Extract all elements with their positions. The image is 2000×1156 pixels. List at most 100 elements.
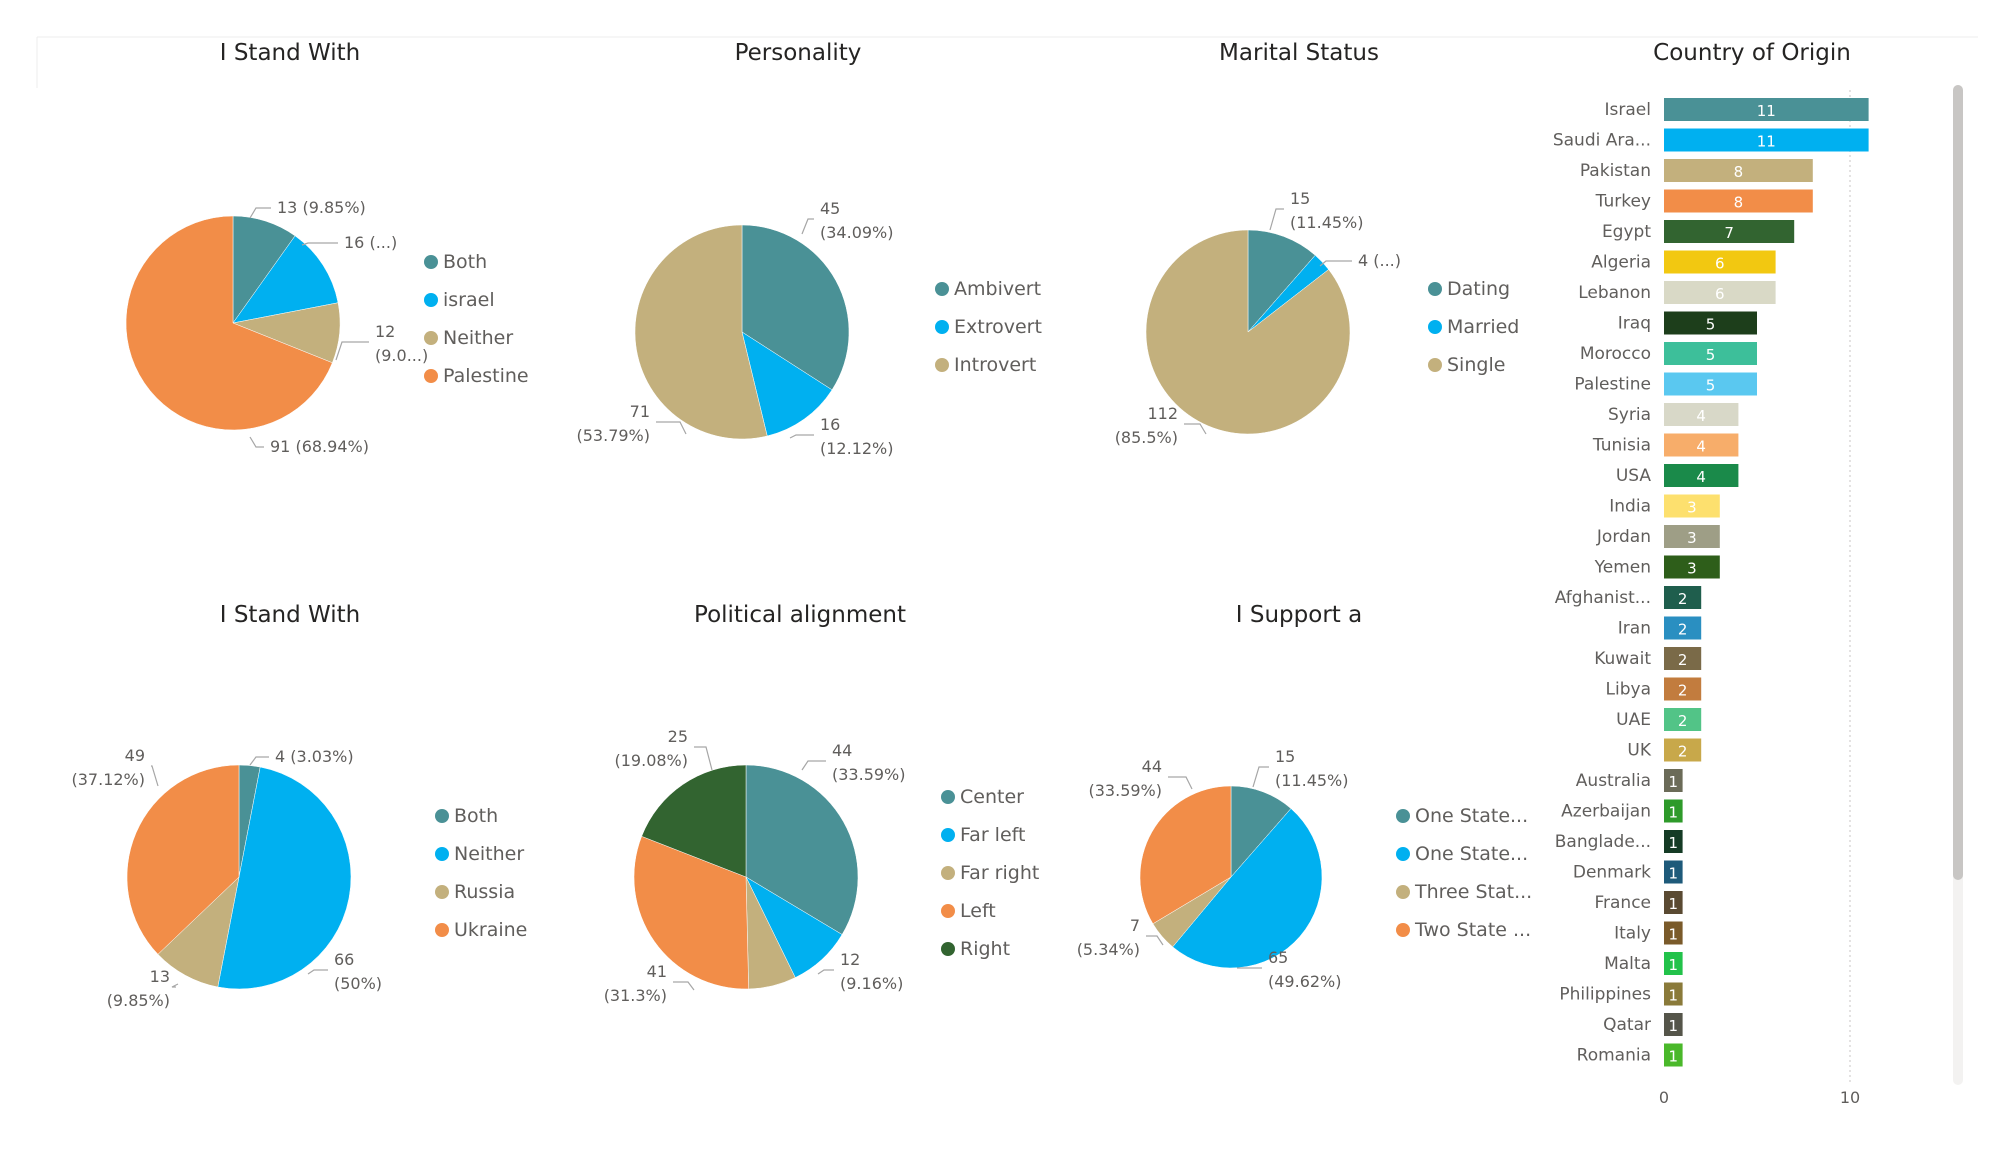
bar[interactable] <box>1664 799 1683 823</box>
bar[interactable] <box>1664 891 1683 914</box>
pie-slice-ambivert[interactable] <box>741 224 850 391</box>
legend-item[interactable]: Both <box>435 805 498 827</box>
bar[interactable] <box>1664 525 1720 548</box>
bar[interactable] <box>1664 1043 1683 1067</box>
bar-row[interactable]: Banglade... 1 <box>1555 830 1683 853</box>
pie-slice-left[interactable] <box>633 835 749 990</box>
bar[interactable] <box>1664 342 1757 365</box>
legend-item[interactable]: Far right <box>941 862 1039 884</box>
legend-item[interactable]: Three Stat... <box>1396 881 1532 903</box>
legend-item[interactable]: Married <box>1428 316 1519 338</box>
bar-row[interactable]: Palestine 5 <box>1574 372 1757 396</box>
bar[interactable] <box>1664 769 1683 792</box>
bar[interactable] <box>1664 647 1702 670</box>
bar-row[interactable]: Iraq 5 <box>1618 311 1757 335</box>
pie-slice-neither[interactable] <box>217 766 352 990</box>
bar[interactable] <box>1664 281 1776 304</box>
bar[interactable] <box>1664 128 1869 152</box>
pie-slice-ukraine[interactable] <box>126 764 240 955</box>
bar-row[interactable]: Iran 2 <box>1618 616 1702 640</box>
pie-slice-one-state-[interactable] <box>1230 785 1292 878</box>
legend-item[interactable]: Right <box>941 938 1010 960</box>
bar-row[interactable]: Algeria 6 <box>1591 250 1776 274</box>
bar-row[interactable]: Jordan 3 <box>1596 525 1720 548</box>
legend-item[interactable]: Neither <box>435 843 524 865</box>
bar-row[interactable]: Morocco 5 <box>1580 342 1757 365</box>
bar-row[interactable]: Israel 11 <box>1605 98 1869 121</box>
bar-row[interactable]: Afghanist... 2 <box>1555 586 1702 609</box>
pie-slice-two-state-[interactable] <box>1139 785 1232 925</box>
bar-row[interactable]: Syria 4 <box>1608 403 1739 426</box>
legend-item[interactable]: One State... <box>1396 805 1528 827</box>
bar[interactable] <box>1664 677 1702 701</box>
bar[interactable] <box>1664 220 1795 243</box>
pie-slice-dating[interactable] <box>1247 229 1316 333</box>
legend-item[interactable]: Ukraine <box>435 919 527 941</box>
pie-slice-extrovert[interactable] <box>741 331 833 437</box>
bar-row[interactable]: Egypt 7 <box>1602 220 1795 243</box>
bar[interactable] <box>1664 403 1739 426</box>
pie-slice-single[interactable] <box>1145 229 1351 435</box>
bar-row[interactable]: India 3 <box>1609 494 1720 518</box>
legend-item[interactable]: Neither <box>424 327 513 349</box>
bar[interactable] <box>1664 921 1683 945</box>
bar-row[interactable]: Yemen 3 <box>1594 555 1720 579</box>
bar-row[interactable]: Saudi Ara... 11 <box>1553 128 1869 152</box>
legend-item[interactable]: israel <box>424 289 495 311</box>
bar[interactable] <box>1664 982 1683 1006</box>
bar-row[interactable]: Tunisia 4 <box>1592 433 1739 457</box>
pie-slice-introvert[interactable] <box>634 224 768 440</box>
bar[interactable] <box>1664 98 1869 121</box>
bar[interactable] <box>1664 738 1702 762</box>
bar[interactable] <box>1664 159 1813 182</box>
bar-row[interactable]: France 1 <box>1594 891 1683 914</box>
bar[interactable] <box>1664 586 1702 609</box>
bar-row[interactable]: Lebanon 6 <box>1578 281 1776 304</box>
legend-item[interactable]: Center <box>941 786 1024 808</box>
pie-slice-right[interactable] <box>641 764 747 878</box>
bar-row[interactable]: Romania 1 <box>1577 1043 1683 1067</box>
bar[interactable] <box>1664 189 1813 213</box>
legend-item[interactable]: Extrovert <box>935 316 1042 338</box>
legend-item[interactable]: Introvert <box>935 354 1036 376</box>
bar-row[interactable]: Malta 1 <box>1604 952 1683 975</box>
bar[interactable] <box>1664 311 1757 335</box>
pie-slice-one-state-[interactable] <box>1172 808 1323 969</box>
pie-slice-center[interactable] <box>745 764 859 935</box>
legend-item[interactable]: Far left <box>941 824 1025 846</box>
scrollbar-thumb[interactable] <box>1953 85 1963 880</box>
bar[interactable] <box>1664 952 1683 975</box>
legend-item[interactable]: Ambivert <box>935 278 1041 300</box>
legend-item[interactable]: Russia <box>435 881 515 903</box>
legend-item[interactable]: Palestine <box>424 365 529 387</box>
bar[interactable] <box>1664 372 1757 396</box>
bar-row[interactable]: UK 2 <box>1627 738 1702 762</box>
bar-row[interactable]: Azerbaijan 1 <box>1561 799 1683 823</box>
bar-row[interactable]: Turkey 8 <box>1595 189 1813 213</box>
bar-row[interactable]: Denmark 1 <box>1573 860 1683 884</box>
bar[interactable] <box>1664 250 1776 274</box>
bar-row[interactable]: Qatar 1 <box>1603 1013 1683 1036</box>
bar[interactable] <box>1664 464 1739 487</box>
bar[interactable] <box>1664 1013 1683 1036</box>
legend-item[interactable]: Single <box>1428 354 1505 376</box>
bar[interactable] <box>1664 708 1702 731</box>
bar[interactable] <box>1664 555 1720 579</box>
pie-slice-israel[interactable] <box>232 235 339 324</box>
bar[interactable] <box>1664 860 1683 884</box>
legend-item[interactable]: Both <box>424 251 487 273</box>
bar[interactable] <box>1664 433 1739 457</box>
bar-row[interactable]: Australia 1 <box>1576 769 1683 792</box>
legend-item[interactable]: One State... <box>1396 843 1528 865</box>
legend-item[interactable]: Left <box>941 900 996 922</box>
bar-row[interactable]: Pakistan 8 <box>1580 159 1813 182</box>
legend-item[interactable]: Two State ... <box>1396 919 1531 941</box>
bar-row[interactable]: Kuwait 2 <box>1594 647 1702 670</box>
bar-row[interactable]: UAE 2 <box>1616 708 1702 731</box>
legend-item[interactable]: Dating <box>1428 278 1510 300</box>
bar[interactable] <box>1664 616 1702 640</box>
bar-row[interactable]: Libya 2 <box>1606 677 1702 701</box>
bar-row[interactable]: Italy 1 <box>1614 921 1683 945</box>
bar[interactable] <box>1664 830 1683 853</box>
bar-row[interactable]: USA 4 <box>1616 464 1739 487</box>
